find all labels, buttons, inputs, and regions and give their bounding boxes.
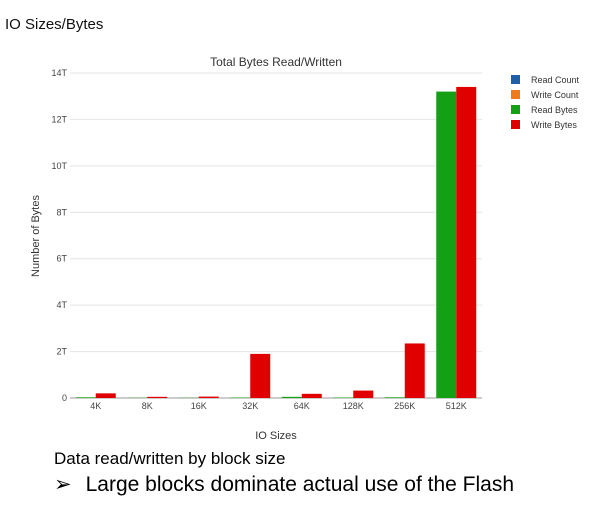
legend-label: Read Bytes xyxy=(531,105,578,115)
grid-lines xyxy=(70,72,482,399)
y-tick-label: 0 xyxy=(62,393,67,403)
legend-swatch xyxy=(511,105,520,114)
x-tick-label: 64K xyxy=(294,401,310,411)
legend-swatch xyxy=(511,75,520,84)
y-tick-label: 6T xyxy=(56,254,67,264)
y-axis-label: Number of Bytes xyxy=(30,195,42,277)
bar-write-bytes xyxy=(404,343,425,398)
y-tick-label: 14T xyxy=(51,68,67,78)
x-axis-label: IO Sizes xyxy=(255,430,297,442)
x-tick-label: 128K xyxy=(343,401,364,411)
x-tick-label: 8K xyxy=(142,401,153,411)
legend-label: Write Bytes xyxy=(531,120,577,130)
y-tick-label: 8T xyxy=(56,207,67,217)
bar-read-bytes xyxy=(281,396,302,398)
x-tick-label: 16K xyxy=(191,401,207,411)
bar-read-bytes xyxy=(384,397,405,398)
legend-swatch xyxy=(511,120,520,129)
y-tick-label: 12T xyxy=(51,114,67,124)
y-tick-labels: 0 2T 4T 6T 8T 10T 12T 14T xyxy=(51,68,67,403)
bar-write-bytes xyxy=(353,390,374,398)
x-tick-labels: 4K 8K 16K 32K 64K 128K 256K 512K xyxy=(90,401,467,411)
x-tick-label: 4K xyxy=(90,401,101,411)
legend-label: Read Count xyxy=(531,75,580,85)
legend-swatch xyxy=(511,90,520,99)
y-tick-label: 10T xyxy=(51,161,67,171)
bar-write-bytes xyxy=(95,393,116,398)
chart-title: Total Bytes Read/Written xyxy=(210,55,342,69)
bar-read-bytes xyxy=(75,397,96,398)
caption: Data read/written by block size xyxy=(54,449,286,468)
bar-write-bytes xyxy=(147,396,168,398)
x-tick-label: 512K xyxy=(446,401,467,411)
bar-write-bytes xyxy=(250,353,271,398)
bar-write-bytes xyxy=(301,393,322,398)
bullet-point: ➢ Large blocks dominate actual use of the… xyxy=(54,472,514,497)
page-heading: IO Sizes/Bytes xyxy=(5,16,104,33)
y-tick-label: 4T xyxy=(56,300,67,310)
bar-read-bytes xyxy=(436,91,457,399)
y-tick-label: 2T xyxy=(56,347,67,357)
bar-write-bytes xyxy=(198,396,219,398)
bar-chart: Total Bytes Read/Written 0 2T 4T 6T 8T 10T 12T… xyxy=(30,55,580,442)
chart-legend: Read Count Write Count Read Bytes Write Byt… xyxy=(511,75,580,130)
legend-label: Write Count xyxy=(531,90,579,100)
x-tick-label: 32K xyxy=(242,401,258,411)
arrow-bullet-icon: ➢ xyxy=(54,473,72,496)
bullet-text: Large blocks dominate actual use of the … xyxy=(85,473,515,496)
bars xyxy=(75,86,477,399)
bar-write-bytes xyxy=(456,86,477,398)
x-tick-label: 256K xyxy=(394,401,415,411)
